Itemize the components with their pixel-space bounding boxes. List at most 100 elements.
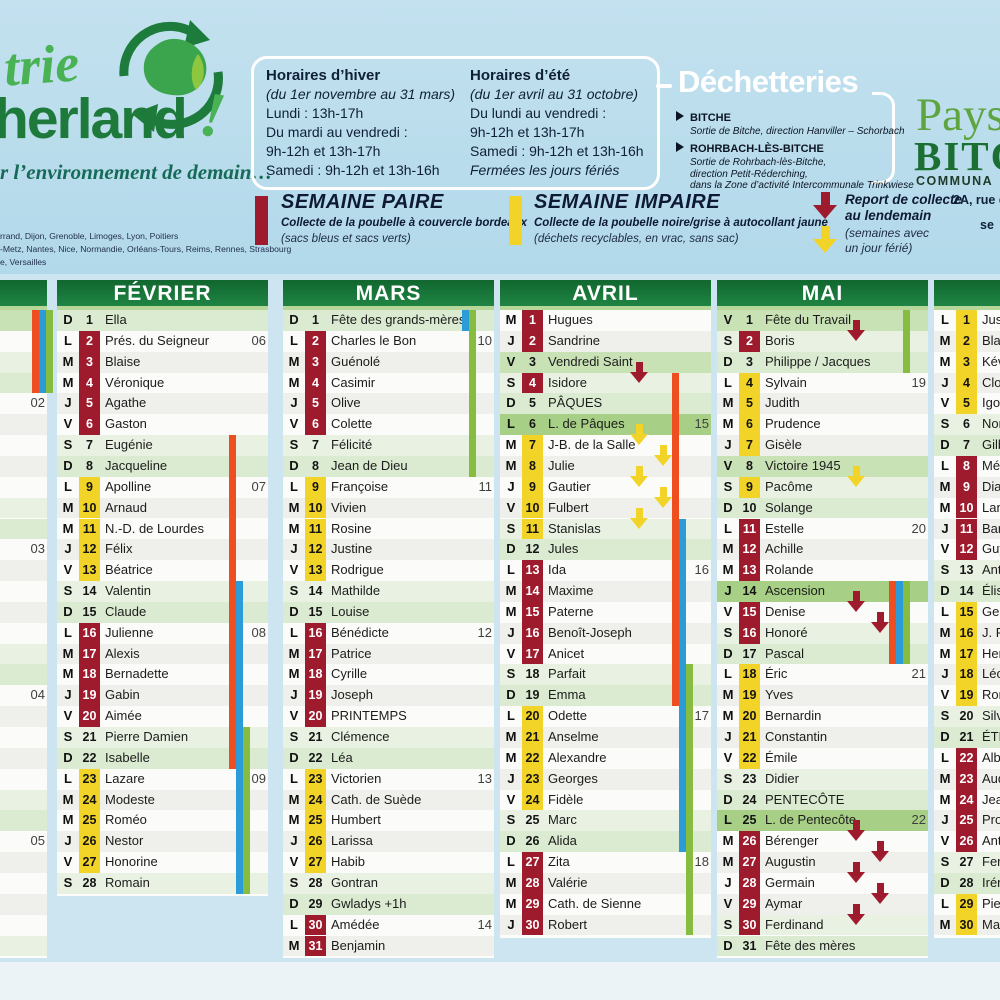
winter-hours: Horaires d’hiver (du 1er novembre au 31 … (266, 66, 455, 180)
day-number: 26 (308, 834, 323, 849)
week-number: 11 (478, 478, 493, 494)
day-letter: M (288, 666, 300, 682)
calendar-day-row: S 25 Marc (500, 810, 711, 832)
day-name: Julie (548, 457, 575, 473)
day-letter: M (288, 812, 300, 828)
collection-postponed-arrow-icon (847, 820, 865, 842)
semaine-paire-chip (305, 935, 326, 957)
calendar-day-row: M14 (0, 581, 47, 602)
day-name: Félicité (331, 437, 373, 453)
day-letter: L (290, 770, 298, 786)
collection-postponed-arrow-icon (847, 465, 865, 487)
calendar-day-row: V 22 Émile (717, 747, 928, 769)
day-number: 3 (312, 354, 319, 369)
calendar-day-row: D 21 ÉTÉ (934, 727, 1000, 748)
calendar-day-row: M 24 Jean-Baptiste (934, 789, 1000, 811)
calendar-day-row: V 19 Romuald (934, 685, 1000, 707)
day-name: Cath. de Sienne (548, 895, 642, 911)
day-letter: V (289, 854, 299, 870)
day-letter: M (288, 520, 300, 536)
day-name: Silvère (982, 708, 1000, 724)
day-number: 15 (959, 604, 974, 619)
day-name: Fulbert (548, 499, 589, 515)
semaine-impaire-chip (522, 435, 543, 456)
day-letter: M (722, 708, 734, 724)
day-number: 24 (525, 792, 540, 807)
day-number: 8 (529, 458, 536, 473)
calendar-day-row: J 26 Larissa (283, 831, 494, 853)
day-letter: D (506, 541, 516, 557)
calendar-day-row: L 6 L. de Pâques 15 (500, 414, 711, 436)
day-name: Modeste (105, 791, 155, 807)
month-title: FÉVRIER (57, 280, 268, 310)
day-number: 3 (529, 354, 536, 369)
day-name: Prés. du Seigneur (105, 332, 210, 348)
day-number: 11 (742, 521, 757, 536)
calendar-day-row: M 17 Alexis (57, 643, 268, 665)
calendar-day-row: M 11 Rosine (283, 518, 494, 540)
calendar-day-row: V 12 Guy (934, 539, 1000, 561)
day-name: Prosper (982, 812, 1000, 828)
calendar-day-row: M 13 Rolande (717, 560, 928, 582)
day-name: Valérie (548, 874, 588, 890)
calendar-day-row: D 1 Fête des grands-mères (283, 310, 494, 331)
semaine-paire-chip (956, 747, 977, 769)
day-number: 16 (308, 625, 323, 640)
month-column-février: FÉVRIER D 1 Ella L 2 Prés. du Seigneur 06 M 3 Blai… (57, 280, 268, 896)
day-name: Roméo (105, 812, 147, 828)
day-number: 2 (529, 333, 536, 348)
day-number: 19 (742, 688, 757, 703)
day-number: 10 (525, 500, 540, 515)
day-number: 19 (82, 688, 97, 703)
day-letter: V (723, 749, 733, 765)
day-name: Diane (982, 478, 1000, 494)
month-title: JANVIER (0, 280, 47, 310)
semaine-paire-note: (sacs bleus et sacs verts) (281, 233, 411, 245)
calendar-day-row: L 27 Zita 18 (500, 852, 711, 873)
day-number: 17 (742, 646, 757, 661)
day-letter: L (941, 312, 949, 327)
calendar-day-row: M20 (0, 706, 47, 727)
day-number: 7 (86, 438, 93, 453)
calendar-day-row: M 5 Judith (717, 393, 928, 415)
calendar-day-row: M 10 Vivien (283, 497, 494, 519)
day-number: 15 (82, 604, 97, 619)
collection-postponed-arrow-icon (847, 591, 865, 613)
semaine-paire-chip (305, 351, 326, 373)
day-name: Romuald (982, 687, 1000, 703)
day-name: Aimée (105, 708, 142, 724)
calendar-day-row: L1904 (0, 685, 47, 707)
day-number: 28 (308, 875, 323, 890)
calendar-day-row: M9 Diane (934, 476, 1000, 498)
month-column-mai: MAI V 1 Fête du Travail S 2 Boris D 3 Philippe / … (717, 280, 928, 959)
bullet-triangle-icon (676, 111, 684, 121)
day-name: Rosine (331, 520, 372, 536)
day-letter: M (939, 791, 951, 807)
semaine-impaire-chip (79, 539, 100, 561)
day-number: 23 (959, 771, 974, 786)
day-name: Casimir (331, 374, 376, 390)
school-holiday-bar-green (903, 310, 910, 373)
day-name: Anicet (548, 645, 585, 661)
day-number: 15 (308, 604, 323, 619)
day-letter: S (940, 708, 950, 724)
calendar-day-row: D 3 Philippe / Jacques (717, 351, 928, 373)
day-name: Martial (982, 916, 1000, 932)
day-number: 8 (312, 458, 319, 473)
day-letter: M (288, 791, 300, 807)
calendar-day-row: J22 (0, 747, 47, 769)
semaine-impaire-chip (956, 685, 977, 707)
day-letter: V (63, 854, 73, 870)
day-name: Audrey (982, 770, 1000, 786)
calendar-day-row: M 15 Paterne (500, 601, 711, 623)
day-number: 7 (529, 438, 536, 453)
calendar-day-row: M6 (0, 414, 47, 436)
semaine-paire-chip (522, 852, 543, 873)
winter-hours-subtitle: (du 1er novembre au 31 mars) (266, 86, 456, 102)
calendar-day-row: M 24 Modeste (57, 789, 268, 811)
day-number: 5 (963, 396, 970, 411)
day-name: Prudence (765, 416, 821, 432)
day-number: 16 (742, 625, 757, 640)
semaine-impaire-swatch (509, 196, 522, 245)
calendar-day-row: S 14 Mathilde (283, 581, 494, 602)
